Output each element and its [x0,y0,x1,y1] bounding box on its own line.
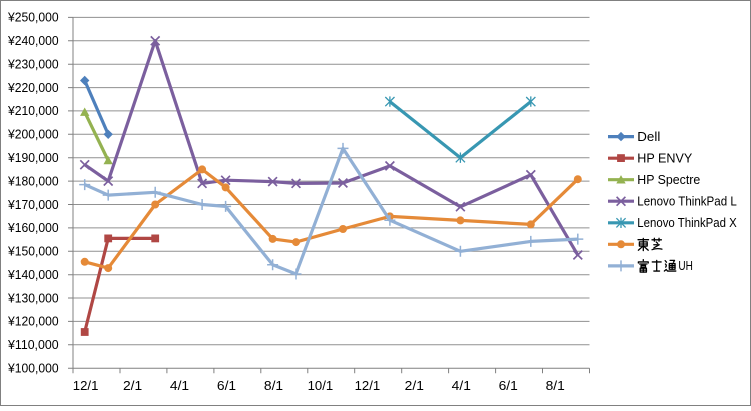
svg-text:Lenovo ThinkPad L: Lenovo ThinkPad L [637,193,737,208]
svg-text:¥130,000: ¥130,000 [7,290,59,305]
svg-text:12/1: 12/1 [355,378,381,393]
svg-text:¥140,000: ¥140,000 [7,267,59,282]
svg-text:¥220,000: ¥220,000 [7,80,59,95]
svg-text:12/1: 12/1 [73,378,99,393]
svg-text:HP ENVY: HP ENVY [637,150,692,165]
svg-text:4/1: 4/1 [452,378,471,393]
svg-text:¥150,000: ¥150,000 [7,244,59,259]
svg-text:¥160,000: ¥160,000 [7,220,59,235]
svg-text:¥180,000: ¥180,000 [7,173,59,188]
svg-text:HP Spectre: HP Spectre [637,172,700,187]
svg-text:¥210,000: ¥210,000 [7,103,59,118]
svg-text:¥190,000: ¥190,000 [7,150,59,165]
svg-text:2/1: 2/1 [405,378,424,393]
svg-text:6/1: 6/1 [499,378,518,393]
svg-text:4/1: 4/1 [170,378,189,393]
svg-text:¥100,000: ¥100,000 [7,361,59,376]
svg-text:2/1: 2/1 [123,378,142,393]
svg-text:10/1: 10/1 [308,378,334,393]
svg-text:¥200,000: ¥200,000 [7,127,59,142]
svg-text:8/1: 8/1 [546,378,565,393]
svg-text:¥110,000: ¥110,000 [7,337,59,352]
svg-text:¥250,000: ¥250,000 [7,10,59,25]
svg-text:8/1: 8/1 [264,378,283,393]
svg-text:¥120,000: ¥120,000 [7,314,59,329]
svg-text:6/1: 6/1 [217,378,236,393]
svg-text:¥230,000: ¥230,000 [7,57,59,72]
svg-text:Lenovo ThinkPad X: Lenovo ThinkPad X [637,215,737,230]
svg-text:¥240,000: ¥240,000 [7,33,59,48]
svg-text:UH: UH [678,258,693,273]
svg-text:¥170,000: ¥170,000 [7,197,59,212]
svg-text:Dell: Dell [637,129,660,144]
